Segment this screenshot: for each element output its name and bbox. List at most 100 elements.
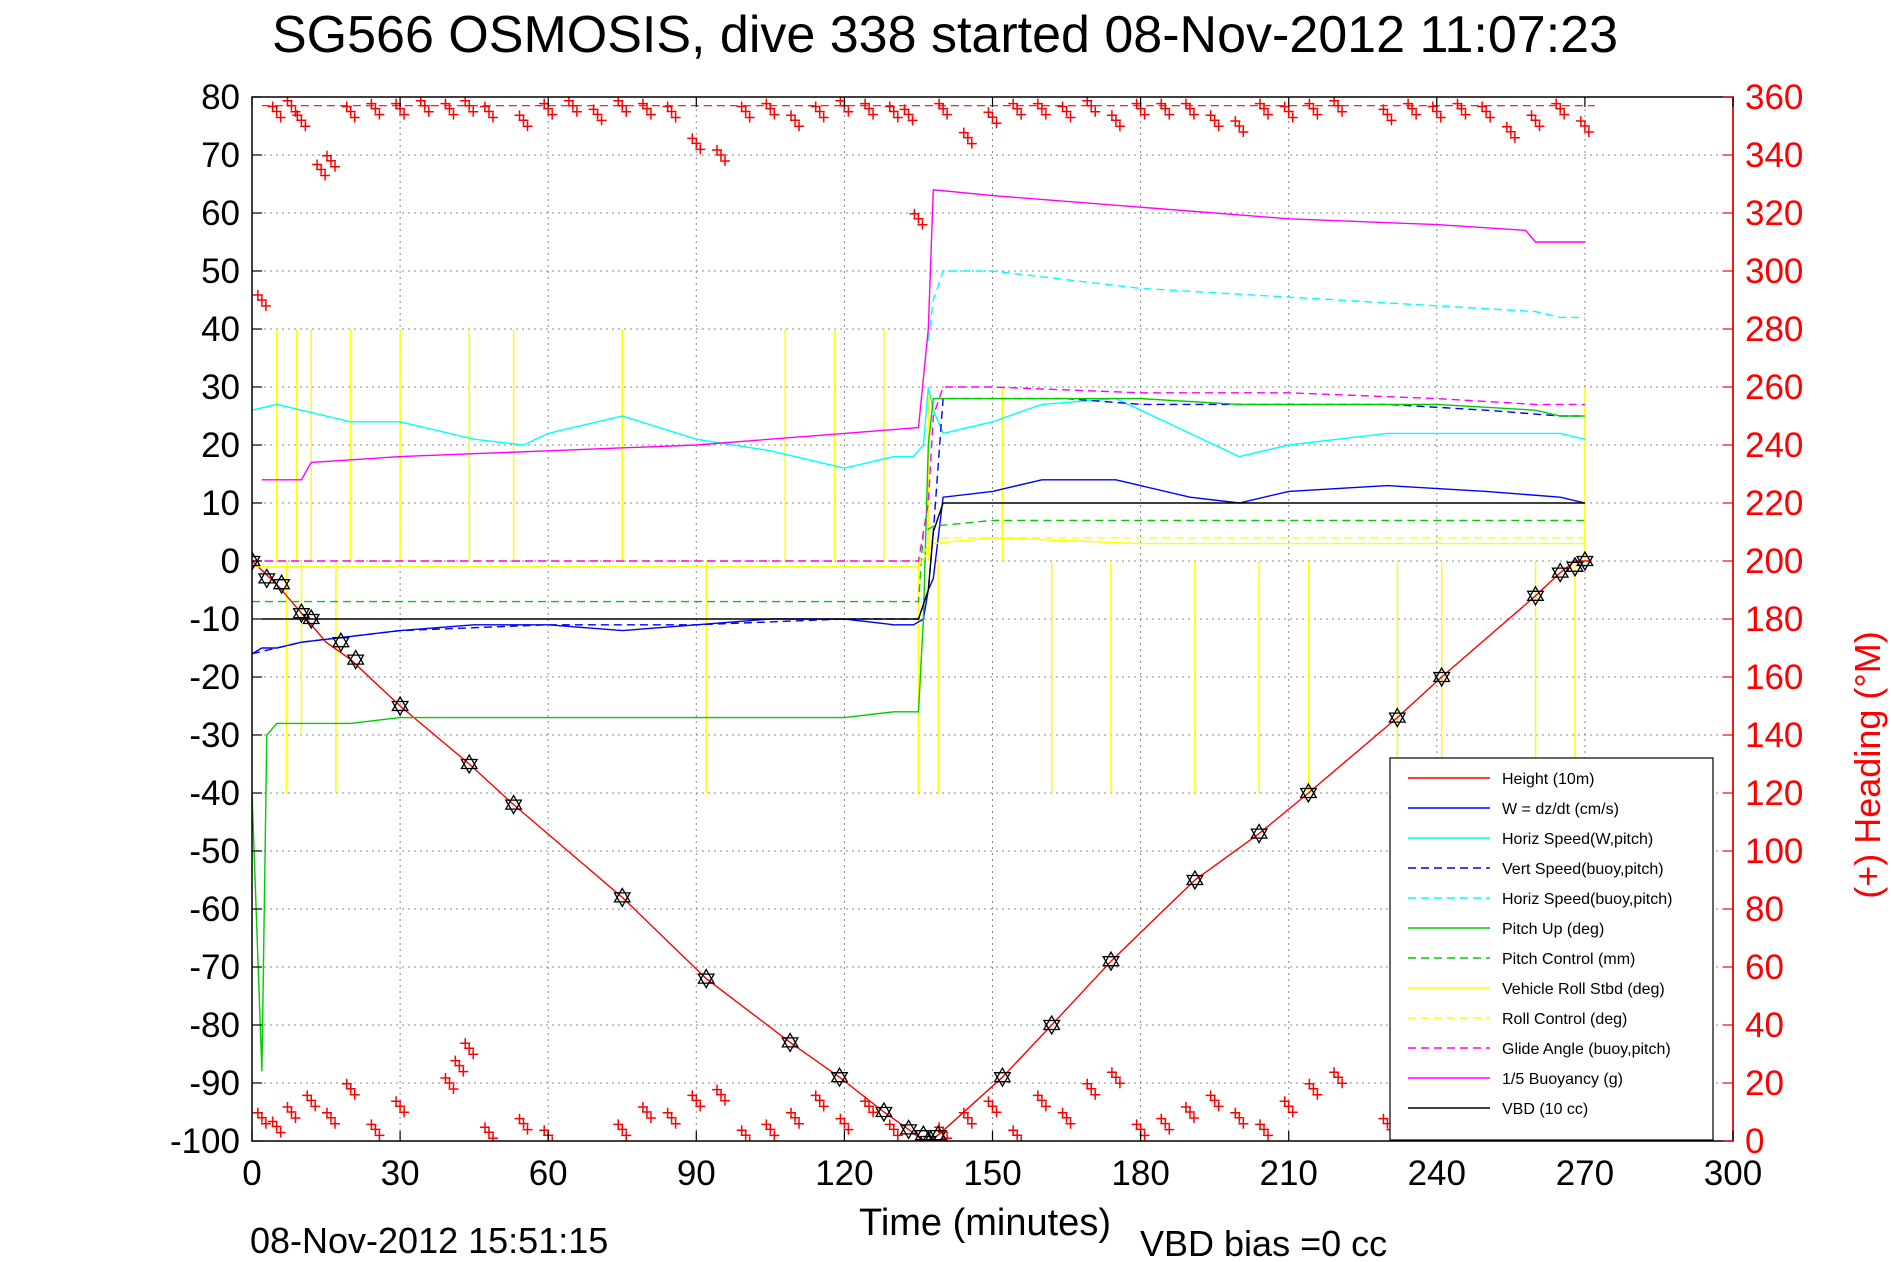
heading-point <box>695 1101 706 1112</box>
heading-point <box>423 106 434 117</box>
heading-point <box>1337 106 1348 117</box>
legend-label: Pitch Up (deg) <box>1502 921 1604 938</box>
dive-marker <box>697 968 716 984</box>
heading-point <box>458 1066 469 1077</box>
heading-point <box>786 1107 797 1118</box>
heading-point <box>1230 116 1241 126</box>
y-right-tick-label: 260 <box>1745 368 1803 407</box>
y-left-tick-label: -90 <box>189 1064 240 1103</box>
heading-point <box>1016 109 1027 120</box>
dive-marker <box>1388 712 1407 728</box>
heading-point <box>1279 101 1290 112</box>
x-tick-label: 300 <box>1704 1154 1762 1193</box>
y-right-tick-label: 340 <box>1745 136 1803 175</box>
heading-point <box>479 101 490 112</box>
heading-point <box>366 98 377 109</box>
y-left-tick-label: 60 <box>201 194 240 233</box>
heading-point <box>1164 1124 1175 1135</box>
heading-point <box>399 109 410 120</box>
heading-point <box>1411 109 1422 120</box>
y-left-tick-label: 10 <box>201 484 240 523</box>
plot-area: 0 30 60 90 120 150 180 210 240 270 300807060504030… <box>170 78 1803 1193</box>
heading-point <box>349 1089 360 1100</box>
dive-marker <box>391 695 410 712</box>
series-group <box>252 97 1595 1141</box>
legend-label: Height (10m) <box>1502 771 1594 788</box>
series-line-horiz-speed-buoy-pitch <box>927 270 1585 341</box>
dive-marker <box>346 654 365 670</box>
heading-point <box>321 150 332 161</box>
heading-point <box>810 101 821 112</box>
heading-point <box>958 1107 969 1118</box>
heading-point <box>391 1096 402 1107</box>
y-left-tick-label: -40 <box>189 774 240 813</box>
y-left-tick-label: 70 <box>201 136 240 175</box>
series-line-w-dz-dt-cm-s <box>252 479 1586 655</box>
heading-point <box>744 1136 755 1141</box>
heading-point <box>991 118 1002 129</box>
dive-marker <box>899 1119 918 1135</box>
heading-point <box>320 170 331 181</box>
heading-point <box>818 1101 829 1112</box>
dive-marker <box>292 608 311 624</box>
heading-point <box>366 1119 377 1130</box>
heading-point <box>1304 98 1315 109</box>
heading-point <box>1106 1067 1117 1078</box>
series-line-vbd-10-cc <box>261 502 1585 620</box>
y-left-tick-label: 20 <box>201 426 240 465</box>
series-line-pitch-up-deg <box>252 397 1585 1072</box>
heading-point <box>810 1090 821 1101</box>
x-tick-label: 120 <box>815 1154 873 1193</box>
x-axis-label: Time (minutes) <box>859 1202 1111 1244</box>
heading-point <box>1213 121 1224 132</box>
series-line-1-5-buoyancy-g <box>261 189 1585 481</box>
dive-marker <box>1526 590 1545 607</box>
heading-point <box>983 107 994 118</box>
heading-point <box>1238 127 1249 137</box>
dive-marker <box>1566 561 1584 578</box>
heading-point <box>267 101 278 112</box>
heading-point <box>1090 1089 1101 1100</box>
heading-point <box>1551 98 1562 109</box>
y-right-tick-label: 60 <box>1745 948 1784 987</box>
heading-point <box>329 161 340 172</box>
heading-point <box>1583 127 1594 137</box>
heading-point <box>448 109 459 120</box>
heading-point <box>761 1119 772 1130</box>
dive-marker <box>781 1032 800 1048</box>
dive-marker <box>1566 556 1584 572</box>
series-line-pitch-control-mm <box>252 519 1585 603</box>
y-left-tick-label: 40 <box>201 310 240 349</box>
heading-point <box>1213 1101 1224 1112</box>
dive-marker <box>613 892 632 908</box>
y-left-tick-label: 50 <box>201 252 240 291</box>
heading-point <box>983 1096 994 1107</box>
heading-point <box>966 138 977 149</box>
x-tick-label: 150 <box>963 1154 1021 1193</box>
heading-point <box>786 110 797 121</box>
y-right-tick-label: 80 <box>1745 890 1784 929</box>
heading-point <box>302 1090 313 1101</box>
dive-marker <box>272 579 291 595</box>
heading-point <box>1378 1113 1389 1124</box>
legend-label: Pitch Control (mm) <box>1502 951 1635 968</box>
heading-point <box>1156 1113 1167 1124</box>
heading-point <box>662 1107 673 1118</box>
heading-point <box>687 1090 698 1101</box>
heading-point <box>1509 132 1520 143</box>
heading-point <box>868 1107 879 1118</box>
heading-point <box>966 1118 977 1129</box>
heading-point <box>1156 98 1167 109</box>
heading-point <box>917 219 928 230</box>
series-line-horiz-speed-w-pitch <box>252 386 1586 469</box>
heading-point <box>860 98 871 109</box>
heading-point <box>341 101 352 112</box>
x-tick-label: 240 <box>1408 1154 1466 1193</box>
dive-marker <box>302 613 321 630</box>
heading-point <box>736 101 747 112</box>
legend-label: Horiz Speed(buoy,pitch) <box>1502 891 1672 908</box>
dive-marker <box>613 887 632 903</box>
heading-point <box>300 121 311 132</box>
heading-point <box>687 133 698 144</box>
y-left-tick-label: -70 <box>189 948 240 987</box>
